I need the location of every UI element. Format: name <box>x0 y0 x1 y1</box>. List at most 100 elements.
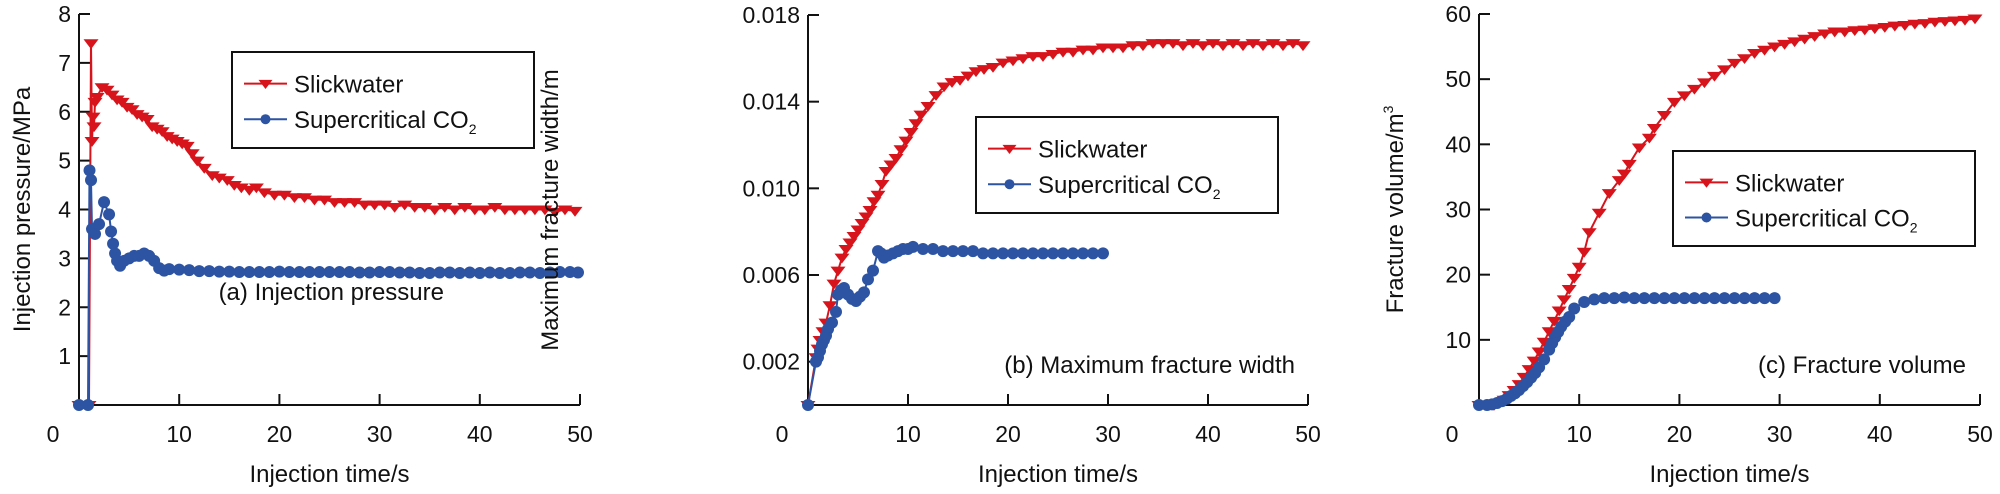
data-point <box>373 266 386 279</box>
data-point <box>1638 292 1651 305</box>
x-tick-label: 10 <box>895 421 921 447</box>
data-point <box>105 225 118 238</box>
data-point <box>1857 25 1873 36</box>
x-tick-label: 20 <box>1667 421 1693 447</box>
data-point <box>883 160 899 171</box>
data-point <box>830 266 846 277</box>
data-point <box>89 93 105 103</box>
x-tick-label: 10 <box>1566 421 1592 447</box>
data-point <box>85 112 101 123</box>
data-point <box>1716 65 1732 76</box>
data-point <box>1937 17 1953 27</box>
data-point <box>1728 292 1741 305</box>
data-point <box>1591 208 1607 219</box>
data-point <box>1145 39 1161 49</box>
data-point <box>98 196 111 209</box>
data-point <box>957 245 969 258</box>
triangle-down-marker-icon <box>1699 178 1714 188</box>
data-point <box>248 183 264 194</box>
data-point <box>497 205 513 216</box>
data-point <box>1787 37 1803 48</box>
legend-label-subscript: 2 <box>1213 186 1221 202</box>
data-point <box>1135 41 1151 52</box>
data-point <box>283 266 296 279</box>
data-point <box>1546 316 1562 327</box>
x-axis-title: Injection time/s <box>249 461 409 488</box>
data-point <box>908 119 924 130</box>
y-axis-title-text: Fracture volume/m <box>1382 113 1409 313</box>
y-axis-title: Injection pressure/MPa <box>9 86 36 332</box>
data-point <box>163 263 176 276</box>
data-point <box>1748 292 1761 305</box>
x-tick-label: 20 <box>267 421 293 447</box>
data-point <box>567 206 583 217</box>
data-point <box>93 218 106 231</box>
data-point <box>1045 49 1061 60</box>
data-point <box>1967 14 1983 25</box>
legend: Slickwater Supercritical CO2 <box>1672 150 1976 247</box>
data-point <box>1075 45 1091 56</box>
legend-label: Supercritical CO2 <box>1735 206 1918 236</box>
y-tick-label: 60 <box>1445 1 1471 27</box>
data-point <box>1718 292 1731 305</box>
data-point <box>1566 273 1582 284</box>
data-point <box>1947 16 1963 27</box>
x-tick-label: 50 <box>1967 421 1993 447</box>
data-point <box>1706 71 1722 82</box>
data-point <box>1797 34 1813 45</box>
data-point <box>967 245 979 258</box>
data-point <box>1666 97 1682 108</box>
x-axis-title: Injection time/s <box>1649 461 1809 488</box>
data-point <box>1235 41 1251 52</box>
legend-box <box>975 116 1279 214</box>
data-point <box>1907 19 1923 30</box>
data-point <box>862 205 878 216</box>
x-tick-label: 0 <box>1446 421 1459 447</box>
y-tick-label: 7 <box>58 50 71 76</box>
x-tick-label: 40 <box>467 421 493 447</box>
data-point <box>423 267 436 280</box>
data-point <box>83 39 99 50</box>
y-tick-label: 0.006 <box>742 262 800 288</box>
legend: Slickwater Supercritical CO2 <box>975 116 1279 214</box>
data-point <box>503 267 516 280</box>
data-point <box>243 266 256 279</box>
y-tick-label: 8 <box>58 1 71 27</box>
data-point <box>826 316 838 329</box>
data-point <box>1037 247 1049 260</box>
data-point <box>927 243 939 255</box>
data-point <box>858 286 870 299</box>
data-point <box>1668 292 1681 305</box>
y-tick-label: 0.018 <box>742 2 800 28</box>
data-point <box>822 301 838 312</box>
data-point <box>920 101 936 112</box>
data-point <box>333 266 346 279</box>
data-point <box>393 266 406 279</box>
y-axis-title: Maximum fracture width/m <box>537 69 564 350</box>
x-tick-label: 50 <box>1295 421 1321 447</box>
legend-item-supercritical-co2: Supercritical CO2 <box>1685 206 1918 236</box>
data-point <box>1561 284 1577 295</box>
series-line <box>807 245 1103 406</box>
data-point <box>447 205 463 216</box>
data-point <box>1526 356 1542 367</box>
data-point <box>1007 247 1019 260</box>
data-point <box>183 264 196 277</box>
data-point <box>1807 32 1823 42</box>
legend-item-supercritical-co2: Supercritical CO2 <box>988 172 1221 202</box>
series-supercritical-co2 <box>73 164 584 411</box>
y-tick-label: 1 <box>58 343 71 369</box>
data-point <box>1656 110 1672 121</box>
data-point <box>1015 54 1031 65</box>
legend-item-slickwater: Slickwater <box>244 72 403 99</box>
data-point <box>189 156 205 167</box>
data-point <box>1616 169 1632 180</box>
panel-fracture-volume: 0 10 20 30 40 50 10 20 30 40 50 60 Injection time/s F… <box>1380 1 1993 488</box>
panel-injection-pressure: 0 10 20 30 40 50 1 2 3 4 5 6 7 8 Injection time/s Injec… <box>9 1 593 488</box>
data-point <box>1551 306 1567 317</box>
data-point <box>1678 292 1691 305</box>
y-tick-label: 20 <box>1445 262 1471 288</box>
data-point <box>1195 41 1211 52</box>
data-point <box>1576 247 1592 258</box>
data-point <box>89 227 102 240</box>
